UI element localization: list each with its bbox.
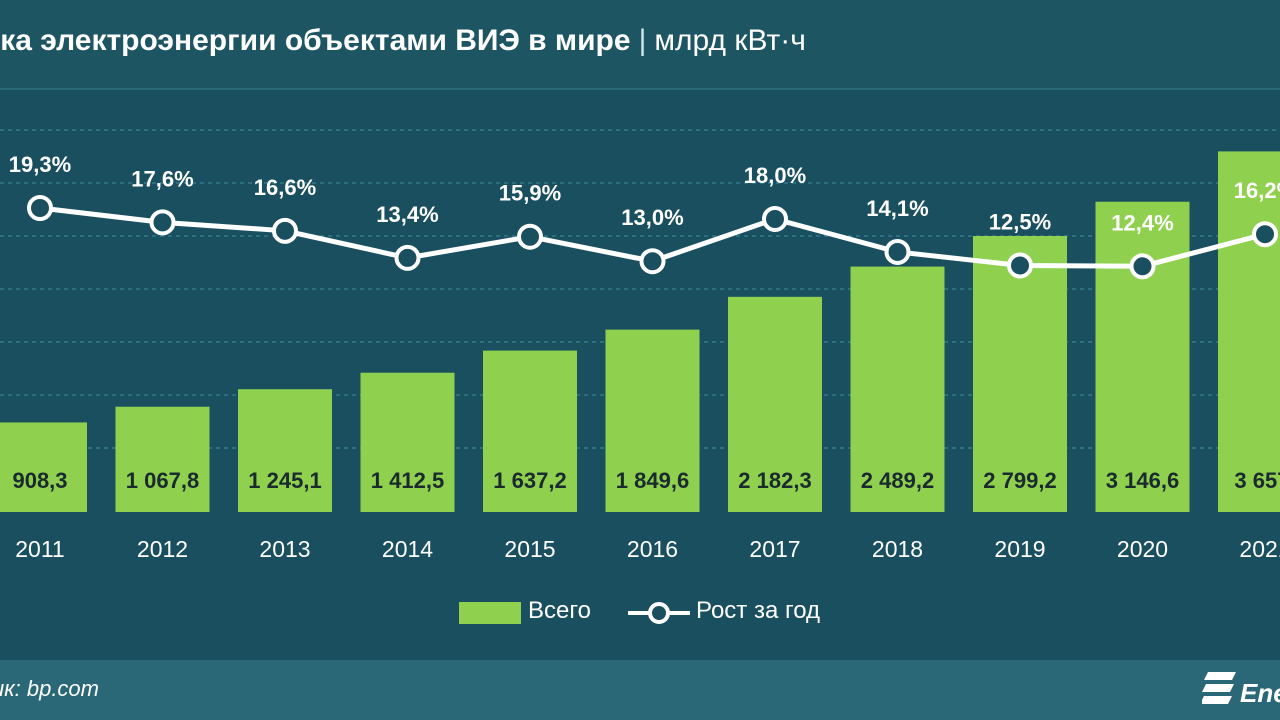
bar-value-label: 1 245,1	[248, 468, 321, 493]
growth-value-label: 19,3%	[9, 152, 71, 177]
title-separator: |	[638, 24, 647, 57]
growth-value-label: 13,0%	[621, 205, 683, 230]
growth-value-label: 14,1%	[866, 196, 928, 221]
growth-point	[27, 195, 53, 221]
legend-line-label: Рост за год	[696, 597, 821, 624]
x-tick-label: 2013	[259, 536, 310, 562]
bar-value-label: 1 412,5	[371, 468, 444, 493]
bar	[0, 422, 87, 512]
growth-value-label: 12,4%	[1111, 210, 1173, 235]
bar	[1095, 201, 1190, 512]
x-tick-label: 2012	[137, 536, 188, 562]
growth-point	[639, 248, 666, 275]
footer-bar	[0, 660, 1280, 720]
x-axis-ticks: 2011 2012 2013 2014 2015 2016 2017 2018 2019 2020…	[15, 536, 1280, 562]
x-tick-label: 2011	[15, 536, 64, 562]
bar	[1218, 151, 1280, 512]
growth-point	[884, 238, 911, 265]
x-tick-label: 2019	[994, 536, 1045, 562]
growth-value-label: 16,6%	[254, 175, 316, 200]
bar	[605, 329, 700, 512]
bar	[728, 296, 822, 512]
growth-value-label: 17,6%	[131, 166, 193, 191]
bar	[850, 266, 945, 512]
chart-title: отка электроэнергии объектами ВИЭ в мире…	[0, 24, 806, 58]
growth-point	[1129, 253, 1156, 280]
bar-value-label: 3 146,6	[1106, 468, 1179, 493]
energy-logo-icon	[1202, 672, 1236, 704]
bar-value-label: 908,3	[12, 468, 67, 493]
growth-point	[394, 244, 421, 271]
legend-circle-icon	[648, 602, 670, 624]
bar-value-label: 1 637,2	[493, 468, 566, 493]
bar	[238, 389, 332, 512]
bars	[0, 151, 1280, 512]
growth-point	[762, 205, 788, 232]
growth-point	[1252, 221, 1278, 248]
bar-value-label: 2 799,2	[983, 468, 1056, 493]
title-text: отка электроэнергии объектами ВИЭ в мире	[0, 24, 631, 57]
logo-text: Ene	[1240, 678, 1280, 708]
header-bar	[0, 0, 1280, 90]
growth-point	[149, 209, 176, 236]
bar-value-label: 1 067,8	[126, 468, 199, 493]
x-tick-label: 2021	[1239, 536, 1280, 562]
bar-value-label: 2 182,3	[738, 468, 811, 493]
growth-value-label: 16,2%	[1234, 178, 1280, 203]
growth-point	[1007, 252, 1033, 279]
legend-bars-label: Всего	[528, 597, 591, 624]
growth-value-label: 12,5%	[989, 209, 1051, 234]
title-unit: млрд кВт·ч	[654, 24, 806, 57]
growth-point	[272, 217, 298, 244]
growth-point	[517, 223, 543, 250]
legend-bar-swatch	[459, 602, 521, 624]
growth-value-label: 15,9%	[499, 181, 561, 206]
bar-value-label: 1 849,6	[616, 468, 689, 493]
x-tick-label: 2015	[504, 536, 555, 562]
x-tick-label: 2016	[627, 536, 678, 562]
growth-value-label: 18,0%	[744, 163, 806, 188]
growth-value-labels: 19,3% 17,6% 16,6% 13,4% 15,9% 13,0% 18,0% 14,1%…	[9, 152, 1280, 235]
growth-markers	[27, 195, 1278, 280]
bar	[973, 235, 1067, 512]
bar-value-label: 3 657,	[1234, 468, 1280, 493]
x-tick-label: 2017	[749, 536, 800, 562]
x-tick-label: 2018	[872, 536, 923, 562]
bar	[360, 372, 455, 512]
bar	[483, 350, 577, 512]
x-tick-label: 2020	[1117, 536, 1168, 562]
source-note: ик: bp.com	[0, 676, 99, 701]
bar	[115, 406, 210, 512]
legend-line-marker	[628, 602, 690, 624]
bar-value-label: 2 489,2	[861, 468, 934, 493]
growth-value-label: 13,4%	[376, 202, 438, 227]
bar-value-labels: 908,3 1 067,8 1 245,1 1 412,5 1 637,2 1 849,6…	[12, 468, 1280, 493]
x-tick-label: 2014	[382, 536, 433, 562]
